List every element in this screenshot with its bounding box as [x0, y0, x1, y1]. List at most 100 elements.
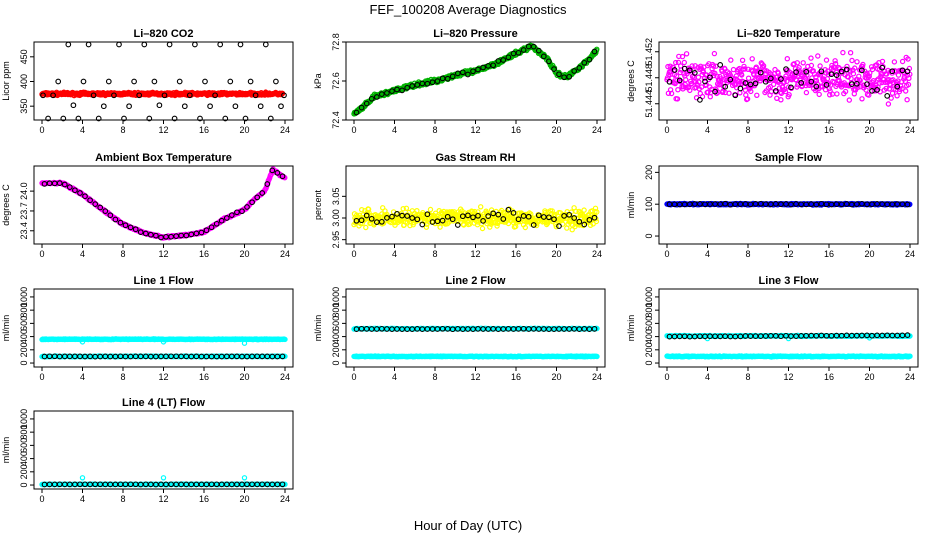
data-point: [894, 93, 900, 99]
data-point: [803, 89, 810, 96]
x-tick-label: 24: [592, 372, 602, 382]
average-point: [161, 92, 168, 99]
data-point: [899, 58, 906, 65]
x-tick-label: 0: [39, 372, 44, 382]
data-point: [687, 87, 693, 94]
data-point: [800, 60, 806, 66]
data-point: [903, 88, 909, 94]
average-point: [105, 78, 112, 85]
average-point: [571, 68, 578, 74]
y-tick-label: 51.452: [644, 38, 654, 66]
average-point: [404, 84, 411, 91]
average-point: [444, 75, 451, 82]
average-point: [409, 83, 416, 89]
average-point: [859, 67, 865, 74]
panel-title: Li–820 Pressure: [433, 28, 517, 40]
x-tick-label: 20: [239, 125, 249, 135]
average-point: [434, 78, 441, 84]
average-point: [530, 43, 537, 50]
average-point: [752, 80, 759, 87]
average-point: [470, 68, 476, 75]
x-tick-label: 0: [351, 372, 356, 382]
x-tick-label: 8: [745, 125, 750, 135]
average-point: [353, 109, 360, 116]
average-point: [778, 76, 784, 82]
data-point: [895, 72, 902, 78]
x-tick-label: 16: [511, 125, 521, 135]
data-point: [817, 63, 823, 69]
average-point: [252, 92, 259, 99]
data-point: [885, 101, 892, 107]
y-axis-label: degrees C: [626, 60, 636, 102]
data-point: [751, 72, 757, 78]
average-point: [490, 62, 497, 69]
data-point: [869, 66, 876, 73]
data-point: [847, 50, 854, 56]
average-point: [363, 100, 370, 107]
x-tick-label: 8: [120, 372, 125, 382]
average-point: [823, 82, 830, 88]
y-axis-label: degrees C: [1, 184, 11, 226]
data-point: [859, 96, 865, 102]
plot-frame: [345, 41, 606, 121]
data-point: [683, 76, 689, 83]
data-point: [832, 61, 839, 67]
data-point: [749, 56, 755, 62]
average-point: [126, 103, 132, 110]
data-point: [742, 66, 748, 72]
data-point: [850, 70, 857, 77]
average-point: [146, 115, 153, 122]
average-point: [576, 65, 583, 71]
data-point: [905, 81, 912, 88]
average-point: [515, 49, 522, 56]
dense-series: [664, 49, 913, 107]
data-point: [784, 78, 790, 85]
average-point: [586, 56, 593, 63]
panel-title: Line 1 Flow: [134, 275, 194, 287]
average-point: [838, 68, 845, 75]
average-point: [465, 71, 471, 78]
average-point: [722, 83, 729, 90]
data-point: [705, 89, 711, 95]
x-tick-label: 4: [392, 372, 397, 382]
average-series: [666, 62, 911, 103]
data-point: [728, 57, 734, 63]
data-point: [744, 96, 751, 102]
average-point: [131, 78, 137, 85]
average-point: [666, 78, 673, 85]
average-point: [879, 64, 886, 71]
figure-title: FEF_100208 Average Diagnostics: [369, 2, 567, 17]
panel-title: Ambient Box Temperature: [95, 152, 232, 164]
data-point: [754, 92, 760, 99]
average-point: [828, 71, 835, 78]
y-tick-label: 200: [644, 165, 654, 180]
y-tick-label: 0: [19, 361, 29, 366]
data-point: [775, 70, 781, 77]
data-point: [815, 53, 821, 59]
data-point: [675, 59, 682, 66]
average-point: [691, 70, 698, 76]
average-point: [727, 76, 734, 83]
average-point: [742, 80, 749, 86]
average-point: [475, 66, 481, 73]
x-tick-label: 24: [280, 125, 290, 135]
average-point: [202, 78, 208, 85]
average-point: [535, 47, 542, 54]
average-point: [257, 103, 264, 110]
average-point: [281, 92, 287, 99]
x-tick-label: 4: [80, 249, 85, 259]
average-point: [373, 94, 380, 100]
average-point: [798, 80, 805, 86]
plot-frame: [33, 165, 294, 245]
x-tick-label: 0: [351, 125, 356, 135]
average-point: [459, 69, 466, 76]
average-point: [793, 69, 799, 75]
y-axis-label: ml/min: [1, 315, 11, 342]
average-point: [783, 66, 789, 72]
data-point: [890, 77, 896, 83]
data-point: [745, 66, 751, 73]
data-point: [722, 66, 728, 72]
average-point: [414, 82, 421, 88]
x-tick-label: 12: [158, 249, 168, 259]
